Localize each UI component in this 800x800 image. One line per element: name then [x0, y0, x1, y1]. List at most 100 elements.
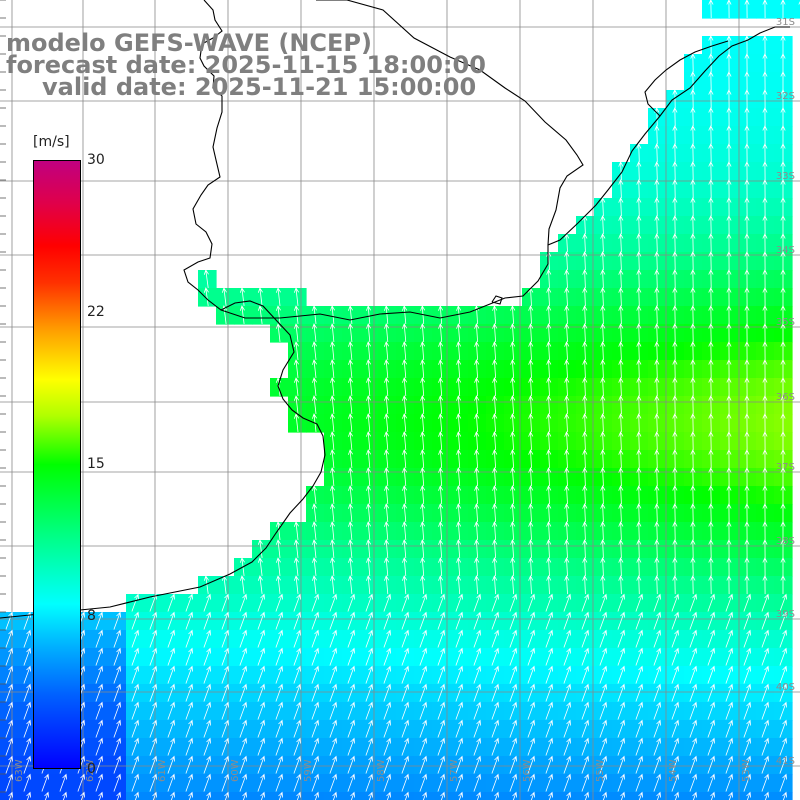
wind-arrow — [455, 593, 463, 612]
wind-arrow — [761, 665, 769, 684]
wind-arrow — [456, 395, 462, 415]
wind-arrow — [743, 737, 751, 756]
wind-arrow — [762, 125, 768, 145]
wind-arrow — [473, 611, 481, 630]
wind-arrow — [728, 791, 733, 800]
wind-arrow — [293, 719, 301, 738]
wind-arrow — [5, 629, 13, 648]
wind-arrow — [599, 755, 607, 774]
wind-arrow — [401, 755, 409, 774]
wind-arrow — [366, 341, 372, 361]
wind-arrow — [455, 665, 463, 684]
wind-speed-cell — [648, 792, 667, 800]
wind-arrow — [654, 269, 660, 289]
wind-arrow — [476, 791, 481, 800]
wind-arrow — [744, 503, 750, 523]
wind-arrow — [708, 125, 714, 145]
wind-arrow — [257, 683, 265, 702]
wind-arrow — [239, 611, 247, 630]
wind-arrow — [293, 773, 301, 792]
wind-arrow — [672, 107, 678, 127]
lat-label-36s: 36S — [776, 392, 795, 403]
wind-speed-cell — [558, 792, 577, 800]
wind-arrow — [600, 287, 606, 307]
wind-arrow — [257, 701, 265, 720]
wind-arrow — [636, 305, 642, 325]
wind-arrow — [672, 179, 678, 199]
wind-arrow — [690, 413, 696, 433]
wind-arrow — [455, 755, 463, 774]
wind-arrow — [384, 341, 390, 361]
lat-label-34s: 34S — [776, 245, 795, 256]
wind-arrow — [618, 485, 624, 505]
wind-arrow — [762, 539, 768, 559]
wind-arrow — [653, 683, 661, 702]
wind-arrow — [420, 467, 426, 487]
wind-arrow — [473, 683, 481, 702]
wind-arrow — [419, 647, 427, 666]
wind-arrow — [239, 647, 247, 666]
wind-arrow — [780, 467, 786, 486]
wind-arrow — [185, 737, 193, 756]
wind-arrow — [348, 305, 354, 325]
wind-arrow — [23, 629, 31, 648]
wind-arrow — [690, 557, 696, 577]
wind-arrow — [636, 431, 642, 451]
wind-arrow — [420, 413, 426, 433]
wind-arrow — [563, 611, 571, 630]
wind-arrow — [725, 773, 733, 792]
wind-arrow — [780, 503, 786, 522]
lat-label-41s: 41S — [776, 756, 795, 767]
wind-arrow — [293, 683, 301, 702]
wind-arrow — [293, 413, 300, 432]
wind-arrow — [528, 521, 534, 541]
wind-arrow — [546, 305, 552, 325]
wind-arrow — [348, 485, 354, 505]
wind-arrow — [330, 575, 336, 595]
wind-arrow — [780, 359, 786, 378]
wind-arrow — [708, 251, 714, 271]
wind-arrow — [491, 593, 499, 612]
wind-arrow — [582, 485, 588, 505]
wind-arrow — [113, 683, 121, 702]
wind-arrow — [671, 719, 679, 738]
wind-arrow — [473, 701, 481, 720]
wind-arrow — [726, 89, 732, 109]
wind-arrow — [618, 197, 624, 217]
wind-arrow — [581, 629, 589, 648]
wind-arrow — [581, 701, 589, 720]
wind-arrow — [779, 629, 787, 648]
wind-arrow — [744, 125, 750, 145]
wind-arrow — [635, 611, 643, 630]
wind-arrow — [528, 539, 534, 559]
wind-arrow — [438, 413, 444, 433]
wind-arrow — [762, 485, 768, 505]
wind-arrow — [347, 611, 355, 630]
wind-arrow — [420, 359, 426, 379]
wind-arrow — [509, 683, 517, 702]
wind-arrow — [761, 683, 769, 702]
wind-arrow — [275, 539, 282, 558]
wind-arrow — [95, 773, 103, 792]
wind-arrow — [402, 575, 408, 595]
wind-arrow — [491, 773, 499, 792]
wind-arrow — [528, 557, 534, 577]
wind-arrow — [26, 791, 31, 800]
wind-arrow — [654, 143, 660, 163]
wind-arrow — [149, 611, 157, 630]
wind-arrow — [420, 449, 426, 469]
wind-arrow — [149, 719, 157, 738]
wind-arrow — [689, 701, 697, 720]
wind-arrow — [456, 485, 462, 505]
wind-arrow — [779, 647, 787, 666]
wind-arrow — [419, 773, 427, 792]
wind-arrow — [278, 791, 283, 800]
wind-arrow — [474, 413, 480, 433]
wind-arrow — [257, 773, 265, 792]
wind-arrow — [185, 647, 193, 666]
wind-arrow — [546, 431, 552, 451]
wind-arrow — [420, 377, 426, 397]
wind-arrow — [746, 791, 751, 800]
wind-arrow — [293, 359, 300, 378]
wind-arrow — [347, 593, 355, 612]
